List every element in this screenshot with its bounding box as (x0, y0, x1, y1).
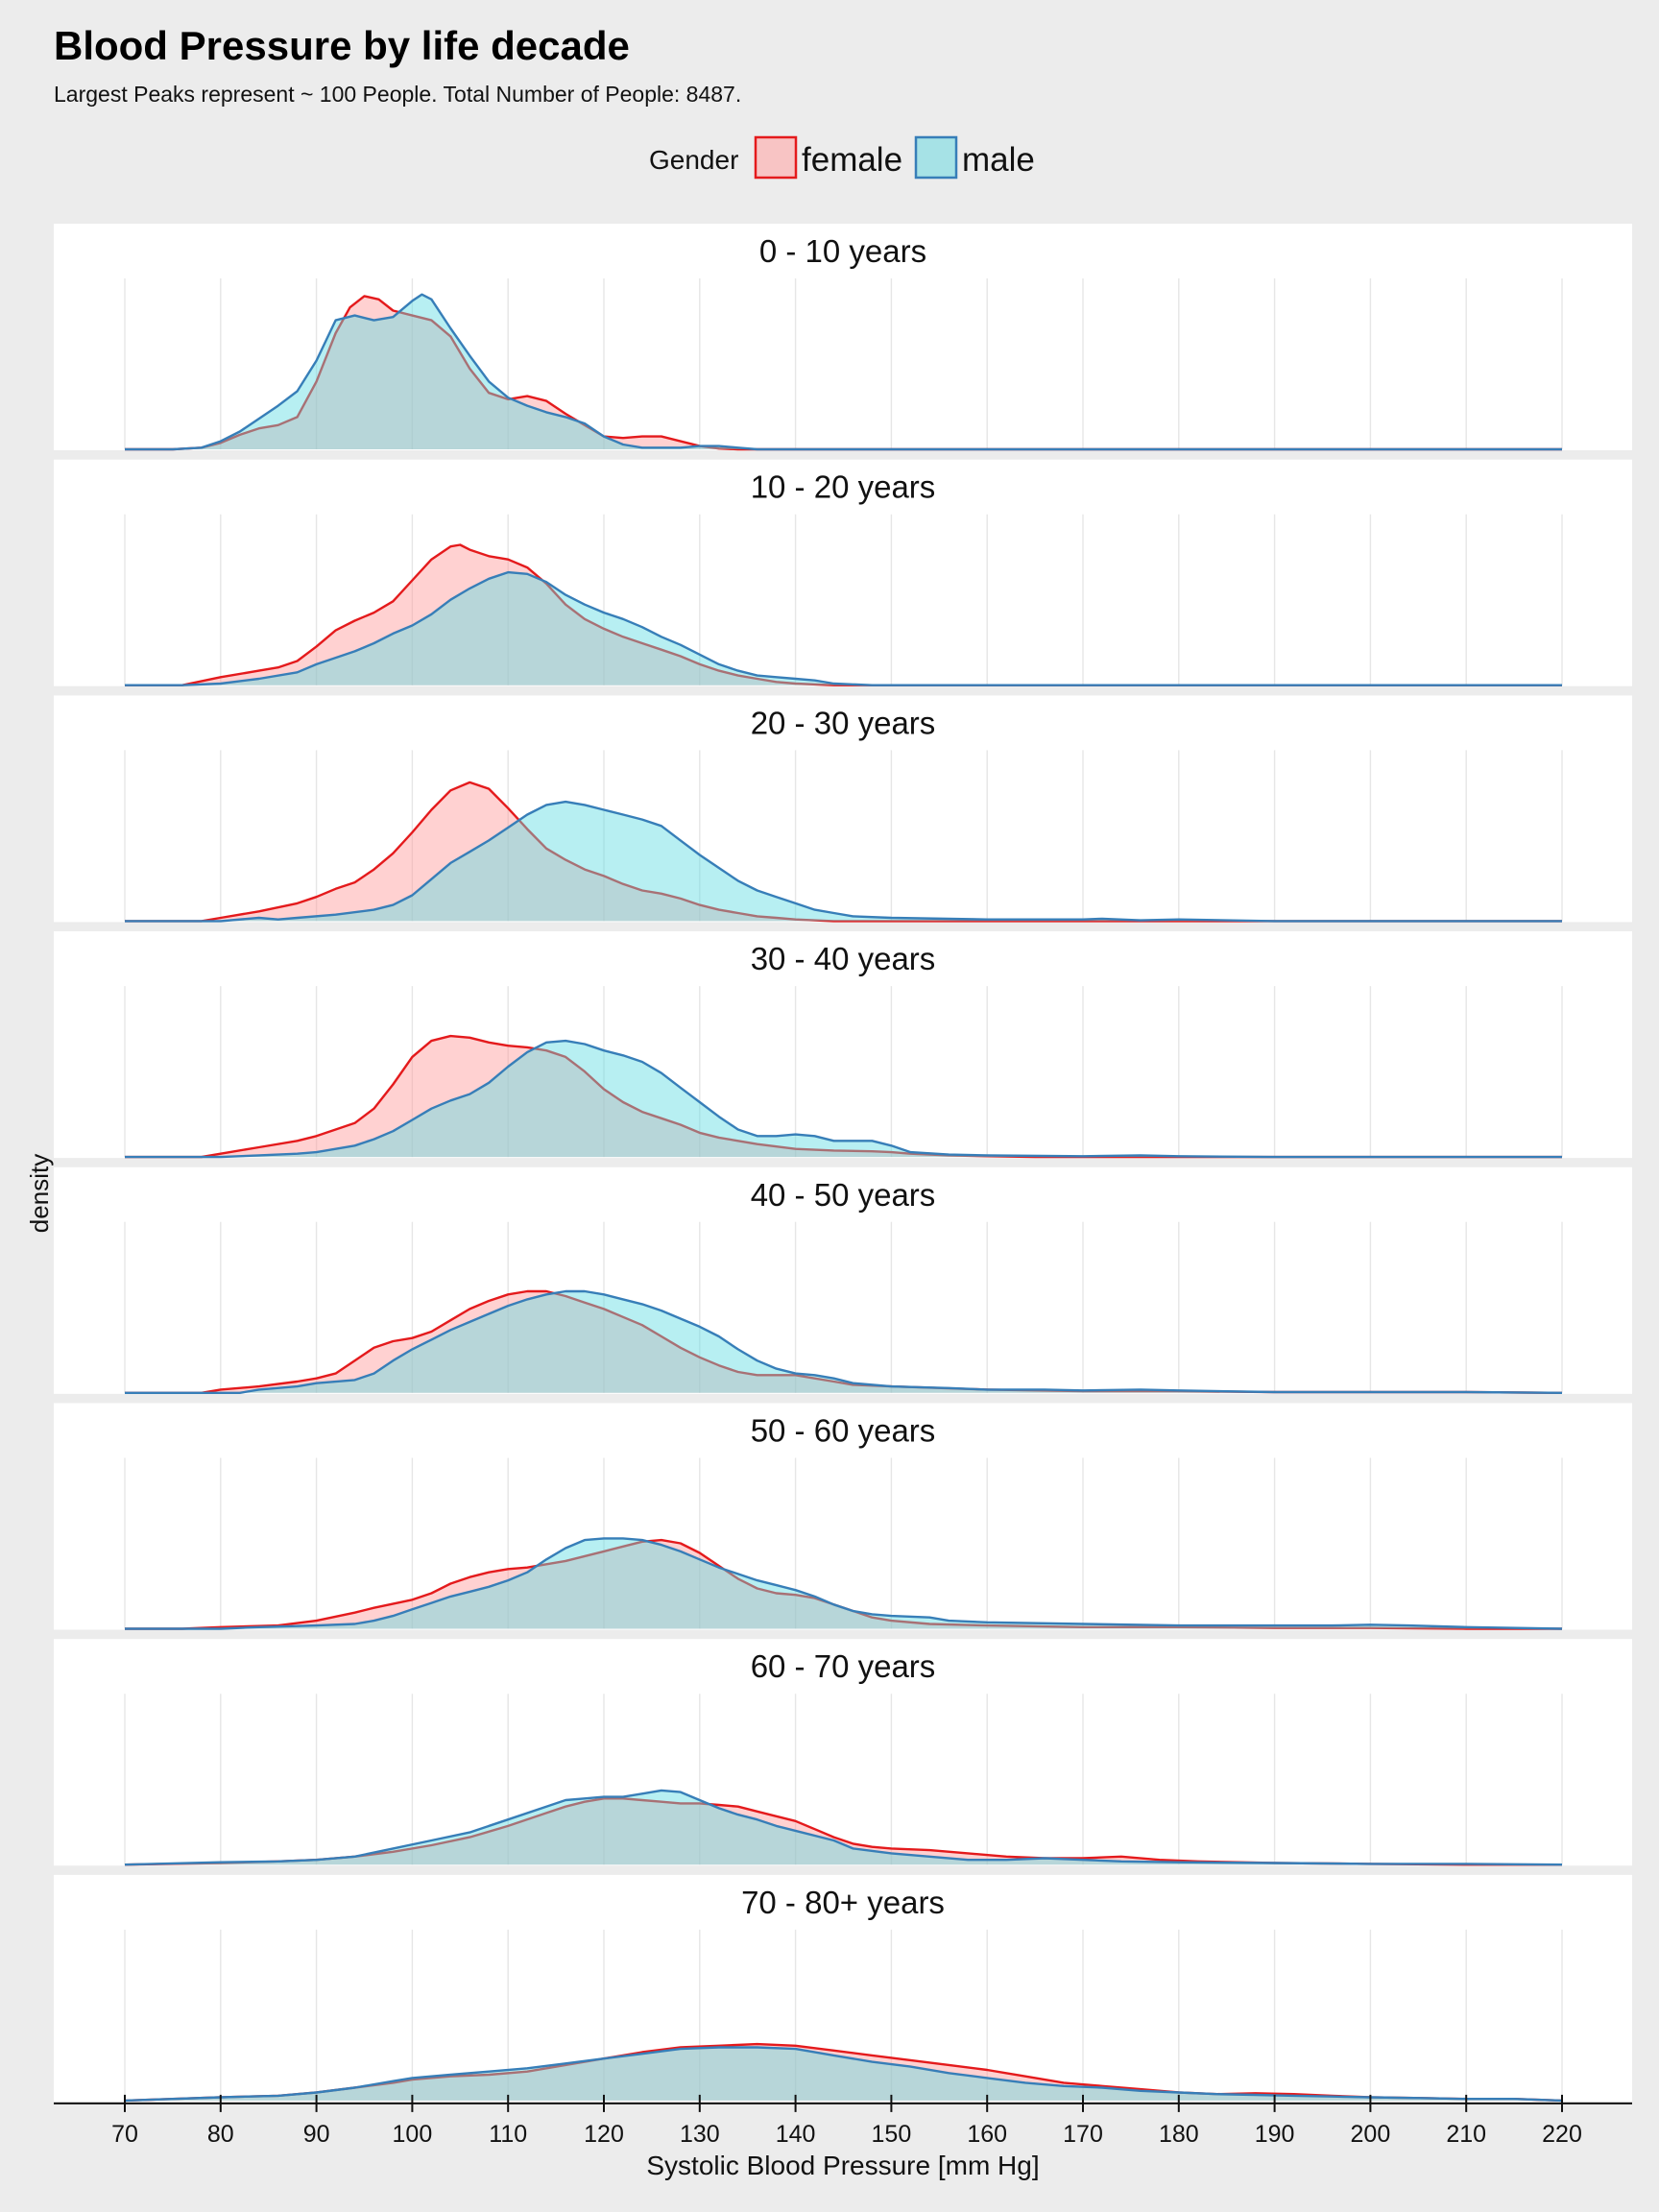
panel-label: 50 - 60 years (751, 1413, 936, 1449)
facet-panels: 0 - 10 years 10 - 20 years 20 - 30 years 30… (54, 224, 1632, 2103)
legend-swatch-female (754, 135, 798, 180)
density-line-male (125, 1537, 1563, 1630)
density-line-female (124, 1797, 1562, 1866)
density-line-male (125, 1289, 1563, 1394)
density-line-male (125, 293, 1562, 451)
x-axis-label: Systolic Blood Pressure [mm Hg] (646, 2151, 1039, 2180)
density-area-female (125, 1540, 1562, 1629)
chart-title: Blood Pressure by life decade (54, 23, 630, 68)
density-area-male (125, 1538, 1562, 1629)
y-axis-label: density (25, 1154, 54, 1233)
x-tick-label: 160 (967, 2121, 1007, 2148)
density-line-female (125, 543, 1562, 686)
x-tick-label: 150 (872, 2121, 912, 2148)
x-tick-label: 220 (1542, 2121, 1582, 2148)
chart-subtitle: Largest Peaks represent ~ 100 People. To… (54, 82, 741, 107)
facet-panel: 0 - 10 years (54, 224, 1632, 451)
density-line-female (125, 781, 1562, 923)
x-axis: 70 80 90 100 110 120 130 140 150 160 170 180 190 200 2… (54, 2094, 1632, 2148)
legend: Gender female male (649, 135, 1035, 180)
panel-label: 10 - 20 years (751, 469, 936, 505)
x-tick-label: 90 (303, 2121, 330, 2148)
density-line-female (125, 1034, 1562, 1159)
x-tick-label: 130 (680, 2121, 720, 2148)
density-line-male (125, 570, 1562, 686)
legend-label-female: female (802, 141, 902, 179)
x-tick-label: 200 (1351, 2121, 1391, 2148)
x-tick-label: 110 (489, 2121, 527, 2148)
x-tick-label: 100 (393, 2121, 433, 2148)
x-tick-label: 170 (1063, 2121, 1103, 2148)
panel-label: 60 - 70 years (751, 1648, 936, 1684)
legend-label-male: male (962, 141, 1035, 179)
x-tick-label: 190 (1255, 2121, 1295, 2148)
panel-label: 40 - 50 years (751, 1177, 936, 1213)
panel-label: 30 - 40 years (751, 941, 936, 976)
facet-panel: 10 - 20 years (54, 459, 1632, 686)
x-tick-label: 120 (584, 2121, 624, 2148)
facet-panel: 30 - 40 years (54, 931, 1632, 1159)
density-area-female (125, 781, 1562, 922)
density-line-male (125, 1039, 1562, 1159)
density-line-female (125, 295, 1562, 451)
x-tick-label: 210 (1446, 2121, 1486, 2148)
x-tick-label: 70 (111, 2121, 138, 2148)
panel-label: 0 - 10 years (759, 233, 926, 269)
density-area-male (125, 1041, 1562, 1158)
x-tick-label: 180 (1159, 2121, 1199, 2148)
density-area-male (125, 802, 1562, 922)
x-tick-label: 140 (776, 2121, 816, 2148)
facet-panel: 40 - 50 years (54, 1166, 1632, 1394)
density-area-male (125, 2047, 1562, 2101)
facet-panel: 50 - 60 years (54, 1403, 1632, 1630)
density-area-male (125, 1790, 1562, 1865)
facet-panel: 60 - 70 years (54, 1639, 1632, 1866)
density-line-male (125, 800, 1562, 923)
density-area-female (125, 296, 1562, 449)
legend-title: Gender (649, 145, 738, 175)
panel-label: 20 - 30 years (751, 705, 936, 740)
facet-panel: 20 - 30 years (54, 695, 1632, 923)
density-area-female (125, 1798, 1562, 1865)
density-line-female (124, 2042, 1563, 2103)
density-line-male (124, 2046, 1563, 2103)
facet-panel: 70 - 80+ years (54, 1874, 1632, 2103)
x-tick-label: 80 (207, 2121, 234, 2148)
density-area-female (125, 2044, 1562, 2101)
legend-swatch-male (914, 135, 958, 180)
density-line-female (125, 1538, 1562, 1630)
density-area-male (125, 294, 1562, 449)
density-area-male (125, 572, 1562, 685)
density-area-female (125, 1036, 1562, 1158)
panel-label: 70 - 80+ years (741, 1885, 945, 1920)
density-line-male (124, 1789, 1563, 1866)
